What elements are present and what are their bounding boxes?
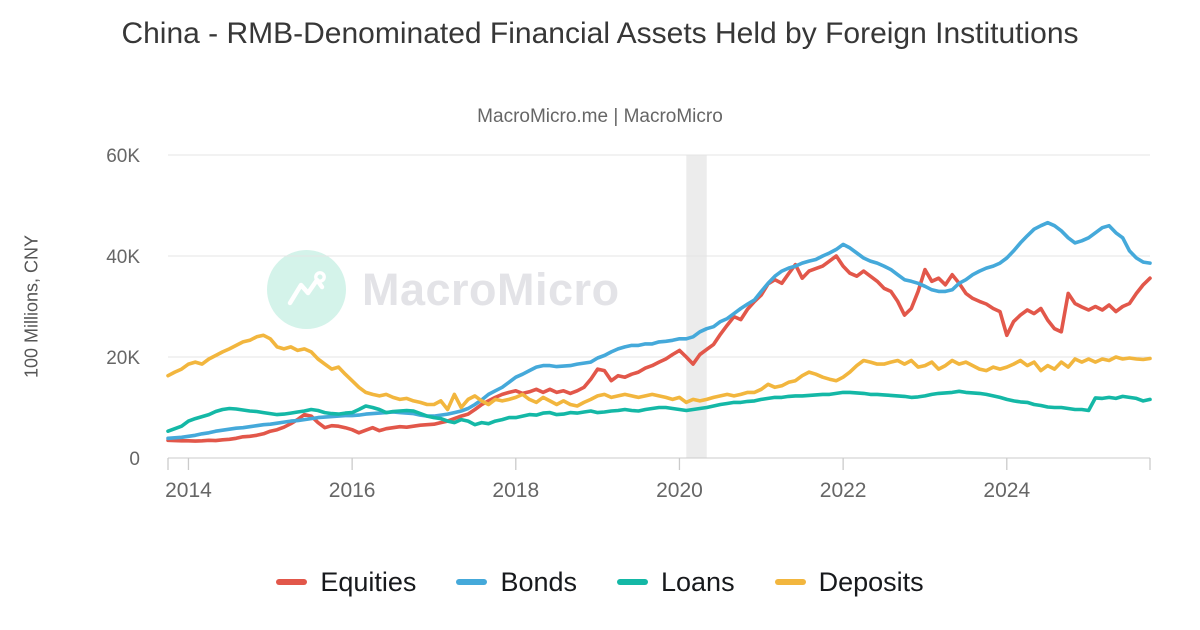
y-tick-label: 40K (106, 247, 140, 268)
chart-title: China - RMB-Denominated Financial Assets… (121, 17, 1079, 50)
legend-item-equities[interactable]: Equities (276, 567, 416, 598)
legend-item-deposits[interactable]: Deposits (774, 566, 924, 598)
loans-swatch-icon (617, 579, 648, 585)
y-tick-label: 0 (129, 449, 140, 470)
watermark: MacroMicro (267, 250, 620, 329)
legend-label-bonds: Bonds (500, 566, 577, 597)
x-tick-label: 2022 (820, 479, 867, 502)
legend-item-bonds[interactable]: Bonds (456, 567, 577, 598)
series-line-loans[interactable] (166, 389, 1152, 434)
equities-swatch-icon (276, 579, 308, 585)
legend-label-deposits: Deposits (818, 566, 924, 597)
series-line-deposits[interactable] (166, 333, 1152, 412)
x-tick-label: 2020 (656, 479, 703, 502)
watermark-text: MacroMicro (362, 263, 620, 315)
series-line-equities[interactable] (166, 254, 1152, 443)
y-tick-label: 20K (106, 348, 140, 369)
x-tick-label: 2016 (329, 479, 376, 502)
legend-label-equities: Equities (320, 566, 417, 597)
legend: Equities Bonds Loans Deposits (0, 560, 1200, 604)
macromicro-logo-icon (267, 250, 346, 329)
series-line-bonds[interactable] (166, 220, 1152, 441)
deposits-swatch-icon (774, 579, 806, 585)
x-tick-label: 2024 (983, 479, 1030, 502)
x-tick-label: 2018 (492, 479, 539, 502)
legend-label-loans: Loans (661, 566, 735, 597)
bonds-swatch-icon (456, 579, 488, 585)
y-tick-label: 60K (106, 146, 140, 167)
legend-item-loans[interactable]: Loans (617, 567, 735, 598)
chart-subtitle: MacroMicro.me | MacroMicro (477, 106, 723, 127)
x-tick-label: 2014 (165, 479, 212, 502)
highlight-band (686, 155, 707, 458)
